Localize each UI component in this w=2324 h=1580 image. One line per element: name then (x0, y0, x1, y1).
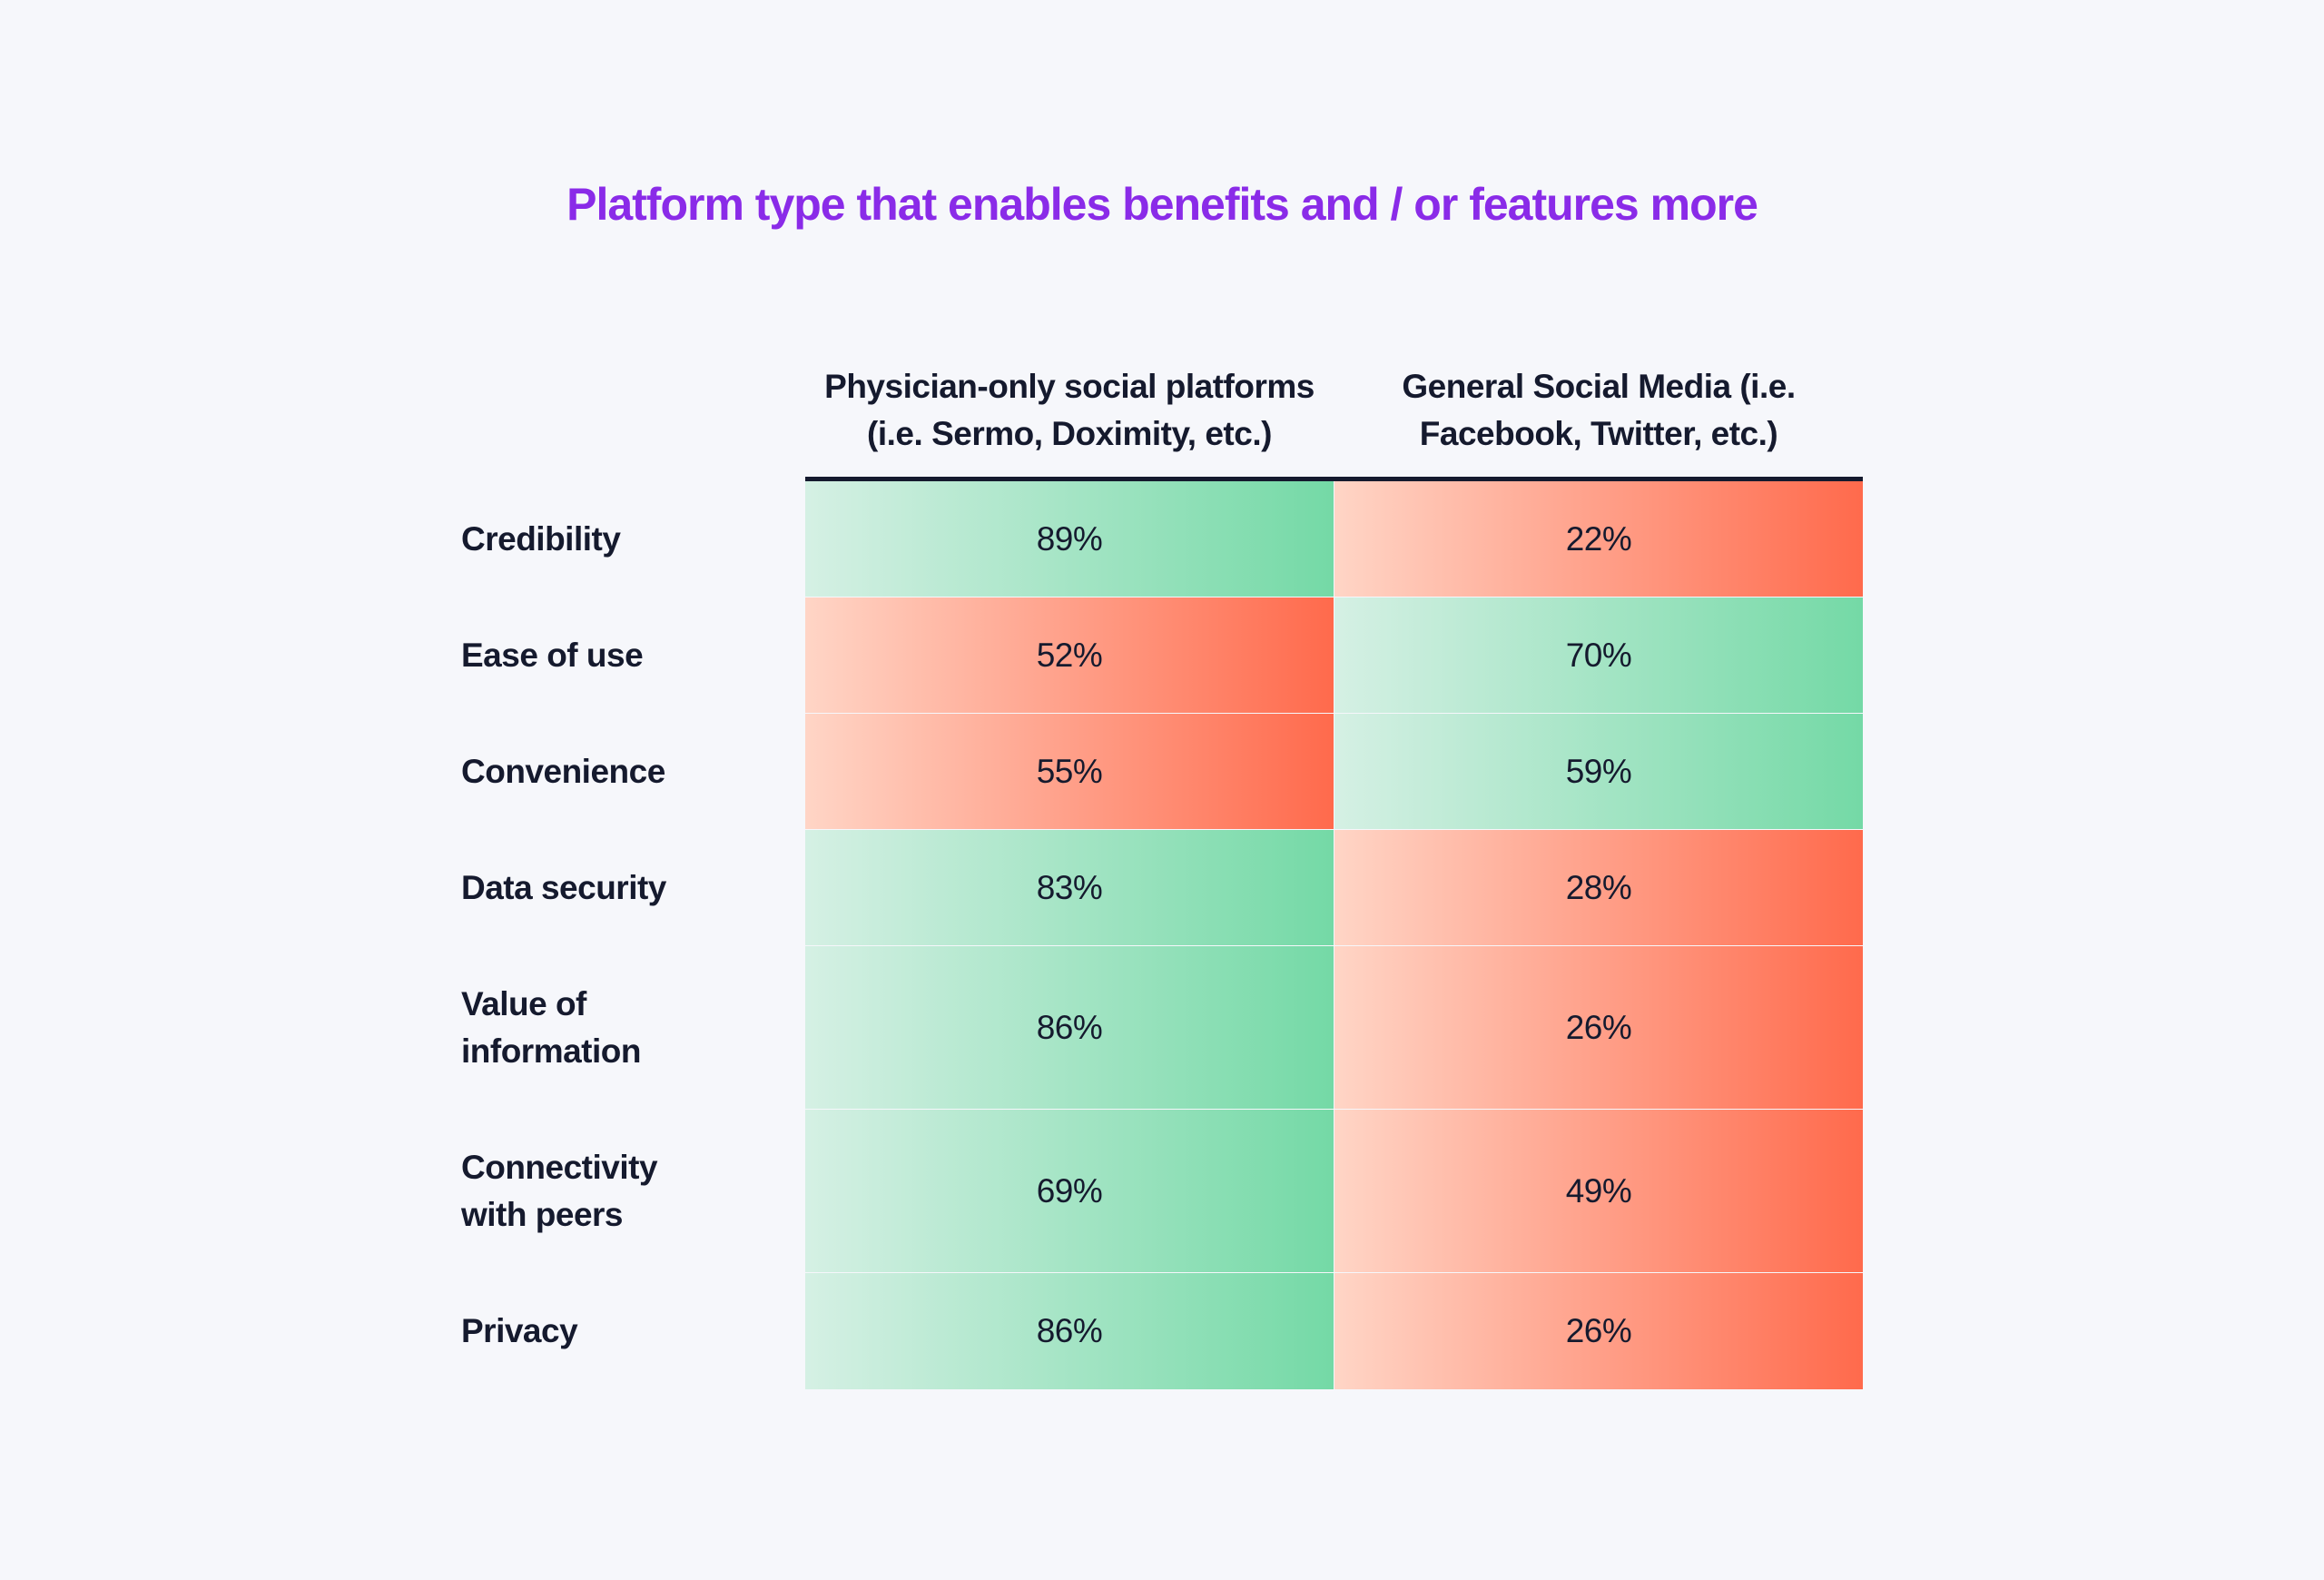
value-cell: 55% (805, 714, 1334, 830)
row-label: Connectivity with peers (461, 1110, 788, 1273)
row-divider (805, 1109, 1863, 1111)
value-cell: 83% (805, 830, 1334, 946)
table-row: Connectivity with peers 69% 49% (0, 1110, 2324, 1273)
row-divider (805, 945, 1863, 948)
row-label-line: Convenience (461, 753, 665, 790)
value-cell: 59% (1334, 714, 1863, 830)
column-header-line: General Social Media (i.e. (1402, 368, 1796, 405)
row-label: Privacy (461, 1273, 788, 1389)
row-divider (805, 829, 1863, 832)
value-cell: 69% (805, 1110, 1334, 1273)
value-cell: 89% (805, 481, 1334, 597)
row-label-line: Connectivity (461, 1149, 658, 1186)
column-header-line: (i.e. Sermo, Doximity, etc.) (867, 415, 1272, 452)
column-header-line: Physician-only social platforms (824, 368, 1315, 405)
row-label-line: with peers (461, 1196, 624, 1233)
table-row: Ease of use 52% 70% (0, 597, 2324, 714)
table-row: Credibility 89% 22% (0, 481, 2324, 597)
row-label: Convenience (461, 714, 788, 830)
value-cell: 26% (1334, 946, 1863, 1110)
table-row: Data security 83% 28% (0, 830, 2324, 946)
row-divider (805, 713, 1863, 716)
header-rule (805, 477, 1863, 481)
row-label: Value of information (461, 946, 788, 1110)
row-divider (805, 597, 1863, 599)
table-row: Value of information 86% 26% (0, 946, 2324, 1110)
row-label-line: information (461, 1032, 641, 1070)
column-header-physician-platforms: Physician-only social platforms (i.e. Se… (805, 363, 1334, 458)
row-label-line: Data security (461, 869, 666, 906)
value-cell: 28% (1334, 830, 1863, 946)
row-divider (805, 1272, 1863, 1275)
row-label-line: Credibility (461, 520, 621, 558)
value-cell: 52% (805, 597, 1334, 714)
row-label-line: Value of (461, 985, 586, 1022)
row-label: Credibility (461, 481, 788, 597)
column-header-general-social-media: General Social Media (i.e. Facebook, Twi… (1334, 363, 1863, 458)
column-header-line: Facebook, Twitter, etc.) (1419, 415, 1778, 452)
value-cell: 86% (805, 1273, 1334, 1389)
row-label: Data security (461, 830, 788, 946)
value-cell: 70% (1334, 597, 1863, 714)
table-row: Convenience 55% 59% (0, 714, 2324, 830)
value-cell: 26% (1334, 1273, 1863, 1389)
row-label: Ease of use (461, 597, 788, 714)
table-row: Privacy 86% 26% (0, 1273, 2324, 1389)
row-label-line: Privacy (461, 1312, 578, 1349)
row-label-line: Ease of use (461, 637, 644, 674)
value-cell: 22% (1334, 481, 1863, 597)
value-cell: 86% (805, 946, 1334, 1110)
value-cell: 49% (1334, 1110, 1863, 1273)
chart-title: Platform type that enables benefits and … (566, 179, 1758, 230)
